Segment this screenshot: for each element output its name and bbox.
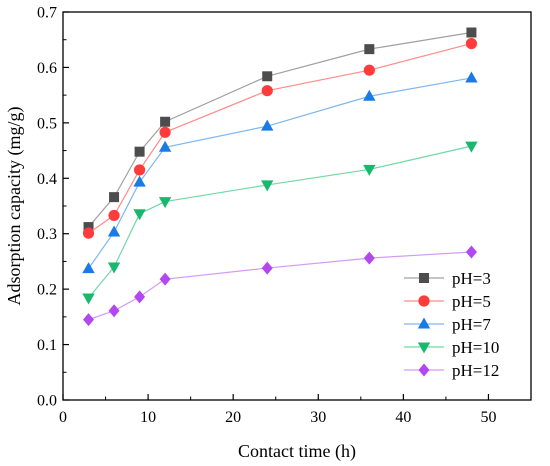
data-point (107, 225, 121, 237)
data-point (158, 197, 172, 209)
data-point (363, 251, 375, 265)
y-tick-label: 0.3 (37, 226, 57, 243)
y-tick-label: 0.7 (37, 5, 57, 22)
data-point (261, 261, 273, 275)
data-point (363, 164, 376, 176)
data-point (261, 85, 273, 97)
x-tick-label: 30 (310, 409, 326, 426)
x-tick-label: 10 (140, 409, 156, 426)
series-layer (82, 27, 478, 327)
data-point (108, 304, 120, 318)
data-point (159, 126, 171, 138)
legend-item: pH=3 (404, 269, 491, 288)
data-point (364, 44, 375, 55)
series-ph-12 (83, 245, 477, 327)
legend-label: pH=10 (452, 338, 499, 357)
legend-label: pH=12 (452, 361, 499, 380)
series-ph-10 (82, 141, 478, 305)
series-line (88, 77, 472, 269)
x-tick-label: 20 (225, 409, 241, 426)
y-tick-label: 0.6 (37, 60, 57, 77)
data-point (108, 209, 120, 222)
data-point (466, 27, 477, 38)
data-point (82, 227, 95, 239)
legend-item: pH=10 (404, 338, 499, 357)
y-tick-label: 0.5 (37, 115, 57, 132)
y-axis: 0.0 0.1 0.2 0.3 0.4 0.5 0.6 0.7 (37, 5, 69, 410)
data-point (261, 119, 274, 131)
data-point (82, 262, 95, 274)
x-tick-label: 0 (59, 409, 67, 426)
series-line (88, 145, 472, 299)
legend-marker (417, 317, 431, 329)
data-point (262, 71, 273, 82)
legend-item: pH=7 (404, 315, 491, 334)
y-axis-title: Adsorption capacity (mg/g) (4, 107, 25, 306)
legend-marker (418, 363, 430, 377)
legend-label: pH=7 (452, 315, 491, 334)
data-point (83, 313, 95, 327)
data-point (160, 116, 171, 127)
data-point (465, 71, 478, 83)
legend-item: pH=5 (404, 292, 491, 311)
legend-marker (419, 273, 429, 283)
data-point (158, 140, 172, 152)
series-line (88, 251, 472, 321)
legend: pH=3 pH=5 pH=7 pH=10 pH=12 (404, 269, 499, 380)
legend-item: pH=12 (404, 361, 499, 380)
data-point (133, 209, 146, 221)
data-point (465, 245, 477, 259)
y-tick-label: 0.4 (37, 171, 57, 188)
legend-label: pH=3 (452, 269, 491, 288)
data-point (133, 175, 146, 187)
series-line (88, 31, 472, 228)
series-ph-5 (82, 37, 478, 239)
data-point (465, 37, 478, 50)
legend-label: pH=5 (452, 292, 491, 311)
series-line (88, 43, 472, 234)
data-point (133, 164, 146, 176)
data-point (134, 146, 145, 157)
data-point (134, 290, 146, 304)
legend-marker (418, 295, 430, 307)
y-tick-label: 0.2 (37, 282, 57, 299)
y-tick-label: 0.1 (37, 337, 57, 354)
series-ph-3 (83, 27, 477, 233)
y-tick-label: 0.0 (37, 393, 57, 410)
data-point (363, 89, 376, 101)
data-point (261, 180, 274, 192)
x-tick-label: 40 (395, 409, 411, 426)
x-axis-title: Contact time (h) (238, 441, 356, 462)
data-point (82, 293, 95, 305)
legend-marker (417, 342, 431, 354)
data-point (109, 192, 120, 203)
data-point (159, 272, 171, 286)
series-ph-7 (82, 71, 478, 274)
data-point (83, 222, 94, 233)
data-point (363, 64, 375, 76)
data-point (465, 141, 478, 153)
x-axis: 0 10 20 30 40 50 (59, 394, 496, 426)
x-tick-label: 50 (480, 409, 496, 426)
data-point (107, 262, 121, 274)
